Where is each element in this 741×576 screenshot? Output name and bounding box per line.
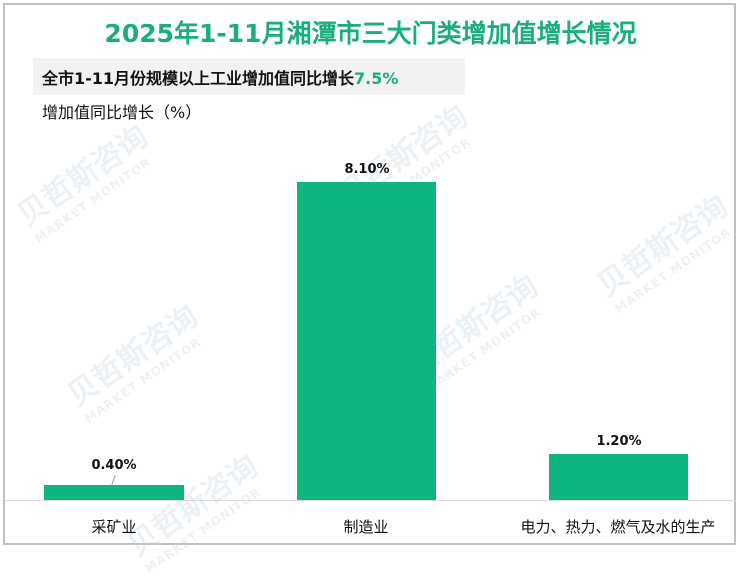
y-axis-label: 增加值同比增长（%） [42,103,202,122]
subtitle-box [33,58,465,95]
bar-mining [44,485,184,500]
subtitle-highlight: 7.5% [354,69,399,88]
data-label: 0.40% [91,458,137,473]
data-label: 8.10% [344,162,390,177]
category-label: 电力、热力、燃气及水的生产 [520,518,716,536]
x-axis-line [5,500,736,501]
chart-frame [3,3,736,545]
bar-manufacturing [297,182,436,500]
chart-title: 2025年1-11月湘潭市三大门类增加值增长情况 [104,19,637,48]
category-label: 采矿业 [91,518,137,536]
category-label: 制造业 [343,518,389,536]
subtitle: 全市1-11月份规模以上工业增加值同比增长7.5% [42,69,399,88]
bar-utilities [549,454,688,500]
data-label: 1.20% [596,434,642,449]
